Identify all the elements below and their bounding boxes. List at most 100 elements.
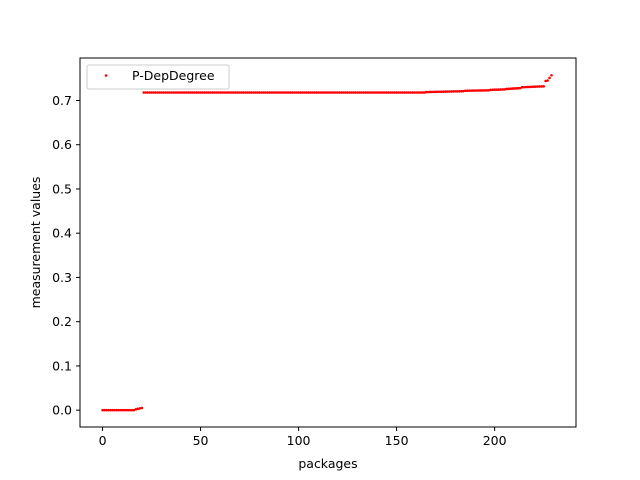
legend-marker	[104, 74, 108, 77]
data-point	[195, 91, 198, 94]
data-point	[416, 91, 420, 94]
data-point	[258, 91, 261, 94]
data-point	[209, 91, 212, 94]
data-point	[526, 85, 530, 89]
data-point	[228, 91, 232, 94]
data-point	[160, 91, 163, 94]
data-point	[495, 88, 498, 91]
data-point	[250, 91, 253, 94]
data-point	[271, 91, 275, 94]
data-point	[516, 86, 520, 90]
data-point	[491, 88, 494, 92]
data-point	[442, 90, 445, 93]
data-point	[222, 91, 226, 94]
data-point	[262, 91, 265, 94]
data-point	[509, 87, 512, 91]
data-point	[252, 91, 255, 94]
y-tick-label: 0.0	[52, 403, 72, 418]
data-point	[334, 91, 338, 94]
data-point	[391, 91, 394, 94]
data-point	[197, 91, 200, 94]
data-point	[152, 91, 155, 94]
data-point	[134, 408, 138, 411]
data-point	[418, 91, 422, 94]
data-point	[389, 91, 393, 94]
x-tick-label: 100	[287, 433, 311, 448]
data-point	[377, 91, 381, 94]
data-point	[387, 91, 391, 94]
data-point	[469, 89, 473, 92]
data-point	[295, 91, 298, 94]
data-point	[114, 408, 118, 412]
x-tick-label: 50	[193, 433, 209, 448]
data-point	[240, 91, 244, 94]
y-axis-ticks: 0.0 0.1 0.2 0.3 0.4 0.5 0.6 0.7	[52, 93, 80, 418]
data-point	[528, 85, 532, 89]
data-point	[381, 91, 385, 94]
data-point	[352, 91, 355, 94]
data-point	[130, 408, 134, 412]
legend-label: P-DepDegree	[132, 68, 215, 83]
data-point	[101, 408, 104, 412]
data-point	[514, 87, 518, 90]
data-point	[375, 91, 379, 94]
data-point	[211, 91, 214, 94]
data-point	[524, 85, 528, 89]
data-point	[203, 91, 206, 94]
data-point	[499, 88, 502, 91]
y-tick-label: 0.2	[52, 314, 72, 329]
data-point	[332, 91, 336, 94]
data-point	[311, 91, 314, 94]
data-point	[403, 91, 406, 94]
data-point	[540, 85, 543, 88]
data-point	[305, 91, 308, 94]
data-point	[132, 408, 136, 412]
data-point	[411, 91, 414, 94]
data-point	[154, 91, 157, 94]
data-point	[124, 408, 128, 412]
data-point	[232, 91, 236, 94]
data-point	[283, 91, 287, 94]
data-point	[165, 91, 169, 94]
y-tick-label: 0.6	[52, 137, 72, 152]
data-point	[193, 91, 196, 94]
data-point	[126, 408, 130, 412]
data-point	[103, 408, 106, 412]
data-point	[420, 91, 424, 94]
data-point	[385, 91, 389, 94]
data-point	[428, 90, 432, 94]
data-point	[544, 79, 547, 83]
data-point	[273, 91, 277, 94]
data-point	[510, 87, 514, 90]
data-point	[422, 91, 426, 94]
data-point	[244, 91, 247, 94]
data-point	[316, 91, 320, 94]
data-point	[328, 91, 332, 94]
data-point	[407, 91, 410, 94]
data-point	[146, 91, 149, 94]
data-point	[485, 89, 489, 92]
legend: P-DepDegree	[86, 64, 230, 90]
y-tick-label: 0.1	[52, 358, 72, 373]
data-point	[461, 89, 465, 93]
data-point	[542, 85, 545, 88]
data-point	[138, 407, 142, 410]
data-point	[128, 408, 132, 412]
data-point	[254, 91, 257, 94]
data-point	[493, 88, 496, 92]
data-point	[136, 407, 140, 411]
data-point	[440, 90, 444, 93]
data-point	[489, 88, 493, 92]
data-point	[458, 89, 461, 93]
data-point	[395, 91, 398, 94]
data-point	[187, 91, 191, 94]
data-point	[297, 91, 300, 94]
data-point	[142, 91, 146, 94]
data-point	[169, 91, 173, 94]
data-point	[503, 88, 506, 91]
data-point	[275, 91, 279, 94]
data-point	[116, 408, 120, 412]
data-point	[463, 89, 467, 93]
data-point	[207, 91, 210, 94]
